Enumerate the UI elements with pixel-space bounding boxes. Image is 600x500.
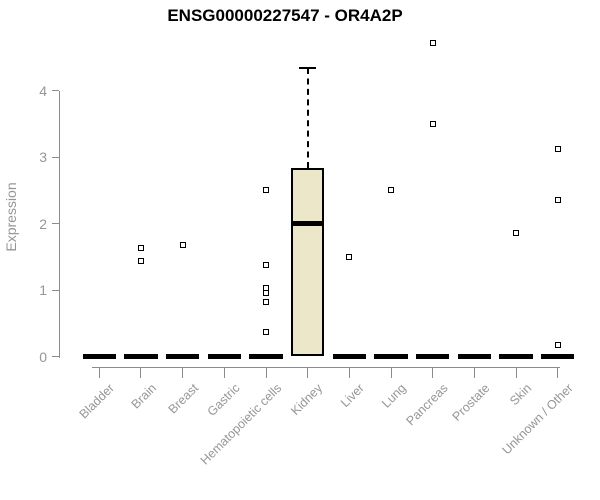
- outlier-point: [388, 187, 395, 194]
- flat-box-prostate: [457, 354, 492, 359]
- x-axis-tick: [307, 367, 309, 378]
- x-axis-tick: [348, 367, 350, 378]
- outlier-point: [263, 328, 270, 335]
- flat-box-breast: [165, 354, 200, 359]
- outlier-point: [263, 298, 270, 305]
- x-axis-tick: [432, 367, 434, 378]
- y-axis-title: Expression: [3, 182, 19, 252]
- flat-box-gastric: [207, 354, 242, 359]
- y-axis-tick-label: 0: [39, 348, 47, 365]
- outlier-point: [554, 196, 561, 203]
- x-axis-category-label: Unknown / Other: [499, 381, 576, 458]
- x-axis-category-label: Skin: [506, 381, 535, 409]
- outlier-point: [429, 120, 436, 127]
- flat-box-hematopoietic-cells: [249, 354, 283, 359]
- y-axis-tick: [52, 289, 59, 291]
- x-axis-line: [92, 367, 560, 368]
- outlier-point: [429, 39, 436, 46]
- outlier-point: [179, 241, 186, 248]
- upper-whisker: [306, 67, 309, 168]
- x-axis-category-label: Pancreas: [403, 381, 451, 429]
- x-axis-tick: [223, 367, 225, 378]
- flat-box-bladder: [82, 354, 116, 359]
- y-axis-tick: [52, 356, 59, 357]
- x-axis-tick: [473, 367, 475, 378]
- x-axis-tick: [515, 367, 517, 378]
- y-axis-tick-label: 3: [39, 149, 47, 165]
- x-axis-tick: [140, 367, 142, 378]
- flat-box-unknown-other: [541, 354, 575, 359]
- y-axis-line: [58, 90, 60, 358]
- outlier-point: [263, 261, 270, 268]
- outlier-point: [554, 146, 561, 153]
- x-axis-category-label: Prostate: [449, 381, 493, 424]
- whisker-cap: [299, 66, 317, 69]
- flat-box-brain: [124, 354, 158, 359]
- flat-box-pancreas: [416, 354, 450, 359]
- x-axis-tick: [98, 367, 100, 378]
- outlier-point: [263, 290, 270, 297]
- outlier-point: [346, 253, 353, 260]
- flat-box-lung: [374, 354, 408, 359]
- outlier-point: [263, 187, 270, 194]
- x-axis-category-label: Gastric: [204, 381, 243, 419]
- y-axis-tick: [52, 156, 59, 158]
- x-axis-tick: [557, 367, 559, 378]
- y-axis-tick: [52, 90, 59, 91]
- flat-box-liver: [332, 354, 367, 359]
- outlier-point: [513, 229, 520, 236]
- y-axis-tick: [52, 223, 59, 224]
- median-line: [291, 221, 325, 226]
- x-axis-category-label: Brain: [128, 381, 159, 412]
- box-kidney: [291, 167, 325, 357]
- y-axis-tick-label: 1: [39, 282, 47, 298]
- x-axis-tick: [265, 367, 267, 378]
- x-axis-tick: [182, 367, 184, 378]
- y-axis-tick-label: 4: [39, 82, 47, 99]
- x-axis-category-label: Hematopoietic cells: [197, 381, 284, 468]
- x-axis-category-label: Kidney: [288, 381, 326, 418]
- flat-box-skin: [499, 354, 533, 359]
- y-axis-tick-label: 2: [39, 215, 47, 232]
- x-axis-category-label: Bladder: [76, 381, 118, 422]
- outlier-point: [137, 257, 144, 264]
- x-axis-category-label: Breast: [165, 381, 201, 417]
- x-axis-category-label: Liver: [338, 381, 368, 411]
- outlier-point: [554, 342, 561, 349]
- outlier-point: [137, 245, 144, 252]
- chart-title: ENSG00000227547 - OR4A2P: [167, 6, 403, 25]
- x-axis-category-label: Lung: [379, 381, 409, 411]
- x-axis-tick: [390, 367, 392, 378]
